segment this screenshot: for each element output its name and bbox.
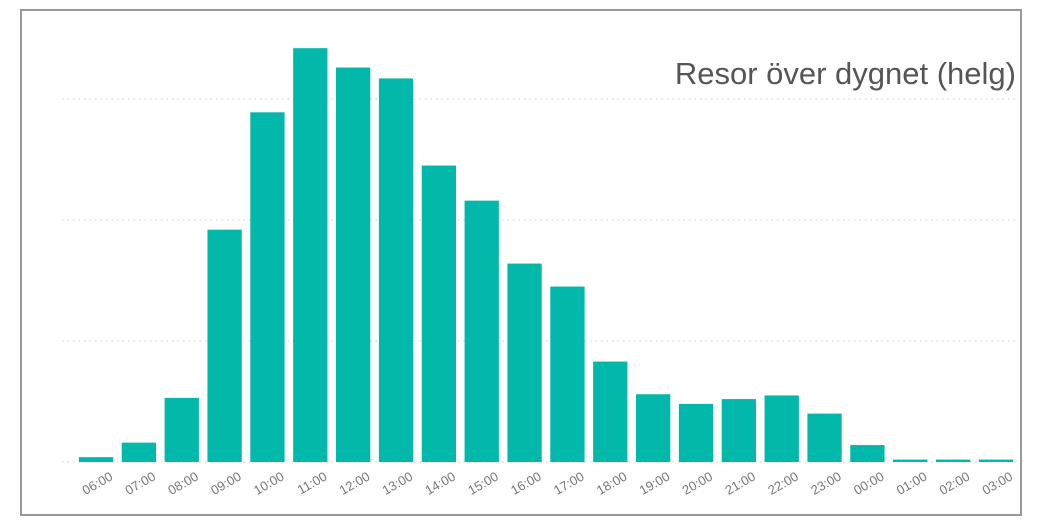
bar [550,286,585,462]
bar [507,263,542,462]
bar [893,459,928,462]
bar [678,403,714,462]
bar [978,459,1014,462]
bar [121,442,157,462]
bar [78,457,114,462]
bar [293,48,328,463]
bar [164,397,199,462]
chart-title: Resor över dygnet (helg) [675,56,1016,91]
bar [378,78,414,463]
bar [336,67,371,462]
bar [721,399,756,462]
bar [850,445,885,462]
bar [207,229,242,462]
bar [593,361,628,462]
bar [635,394,671,462]
bar [764,395,799,462]
bar [421,165,457,463]
bar [464,200,499,462]
bar [807,413,842,462]
bar [250,112,285,462]
bar [935,459,971,462]
